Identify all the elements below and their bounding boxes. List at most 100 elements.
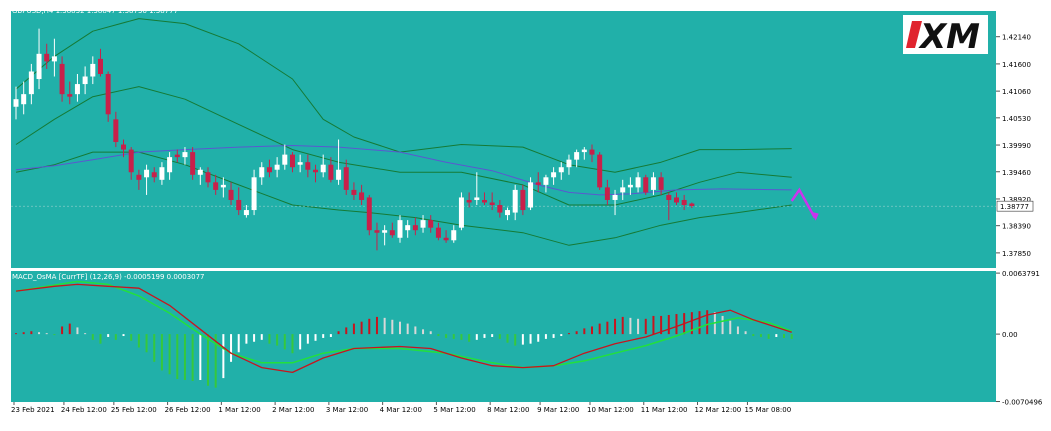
bear-candle [351, 182, 357, 200]
bear-candle [67, 81, 73, 105]
bear-candle [489, 192, 495, 211]
candle-body [443, 237, 449, 241]
bear-candle [174, 149, 180, 163]
histogram-bar [614, 318, 617, 335]
histogram-bar [406, 323, 409, 335]
candle-body [535, 182, 541, 185]
histogram-bar [260, 334, 263, 340]
histogram-bar [375, 316, 378, 335]
bear-candle [520, 184, 526, 216]
price-tick-label: 1.41060 [1002, 88, 1031, 96]
candle-body [597, 154, 603, 188]
bear-candle [481, 192, 487, 206]
histogram-bar [491, 334, 494, 337]
candle-body [397, 220, 403, 238]
candle-body [351, 189, 357, 195]
bear-candle [428, 215, 434, 233]
bear-candle [374, 222, 380, 251]
histogram-bar [84, 333, 87, 335]
histogram-bar [759, 334, 762, 337]
bull-candle [566, 154, 572, 175]
bear-candle [105, 71, 111, 122]
bull-candle [505, 207, 511, 221]
histogram-bar [521, 334, 524, 345]
candle-body [566, 159, 572, 168]
price-tick-label: 1.39990 [1002, 142, 1031, 150]
candle-body [574, 152, 580, 160]
bear-candle [205, 167, 211, 188]
bull-candle [21, 81, 27, 115]
time-tick-label: 2 Mar 12:00 [272, 406, 314, 414]
histogram-bar [30, 331, 33, 335]
candle-body [666, 194, 672, 200]
forecast-arrowhead [810, 211, 819, 221]
time-tick-label: 3 Mar 12:00 [326, 406, 368, 414]
candle-body [220, 184, 226, 188]
histogram-bar [383, 317, 386, 335]
bear-candle [266, 159, 272, 178]
candle-body [167, 157, 173, 173]
candle-body [543, 177, 549, 185]
candle-body [236, 199, 242, 211]
bull-candle [397, 215, 403, 243]
bull-candle [627, 177, 633, 195]
candle-body [74, 84, 80, 95]
time-tick-label: 5 Mar 12:00 [433, 406, 475, 414]
bull-candle [543, 174, 549, 193]
histogram-bar [38, 332, 41, 335]
bear-candle [643, 174, 649, 195]
bear-candle [151, 167, 157, 183]
histogram-bar [360, 321, 363, 335]
bull-candle [474, 172, 480, 206]
histogram-bar [345, 327, 348, 335]
bear-candle [328, 157, 334, 183]
histogram-bar [237, 334, 240, 353]
symbol-header[interactable]: GBPUSD,H4 1.38832 1.38847 1.38736 1.3877… [4, 7, 178, 15]
time-tick-label: 4 Mar 12:00 [380, 406, 422, 414]
histogram-bar [767, 334, 770, 339]
candle-body [604, 187, 610, 200]
bear-candle [435, 222, 441, 241]
histogram-bar [629, 317, 632, 335]
panel-separator[interactable] [11, 268, 996, 271]
candle-body [174, 154, 180, 158]
histogram-bar [68, 323, 71, 335]
candle-body [320, 164, 326, 173]
histogram-bar [644, 318, 647, 335]
histogram-bar [168, 334, 171, 375]
histogram-bar [414, 326, 417, 335]
bull-candle [74, 73, 80, 102]
time-tick-label: 15 Mar 08:00 [744, 406, 791, 414]
bear-candle [44, 43, 50, 69]
histogram-bar [53, 334, 56, 336]
macd-panel[interactable] [11, 271, 996, 402]
bear-candle [597, 152, 603, 190]
histogram-bar [560, 334, 563, 337]
histogram-bar [253, 334, 256, 342]
candle-body [266, 167, 272, 173]
candle-body [658, 177, 664, 190]
candle-body [259, 167, 265, 178]
histogram-bar [506, 334, 509, 343]
candle-body [643, 177, 649, 193]
candle-body [420, 220, 426, 228]
current-price-tag: 1.38777 [996, 200, 1034, 212]
histogram-bar [91, 334, 94, 340]
triangle-down-icon[interactable] [4, 9, 9, 13]
candle-body [343, 167, 349, 190]
bull-candle [336, 139, 342, 185]
bear-candle [236, 187, 242, 216]
price-tick-label: 1.38920 [1002, 196, 1031, 204]
candle-body [151, 172, 157, 178]
candle-body [650, 177, 656, 190]
bull-candle [405, 220, 411, 238]
price-tick-label: 1.39460 [1002, 169, 1031, 177]
histogram-bar [445, 334, 448, 338]
histogram-bar [214, 334, 217, 388]
candle-body [489, 202, 495, 206]
price-tick-label: 1.42140 [1002, 34, 1031, 42]
histogram-bar [575, 331, 578, 335]
histogram-bar [483, 334, 486, 338]
price-panel[interactable] [11, 11, 996, 268]
